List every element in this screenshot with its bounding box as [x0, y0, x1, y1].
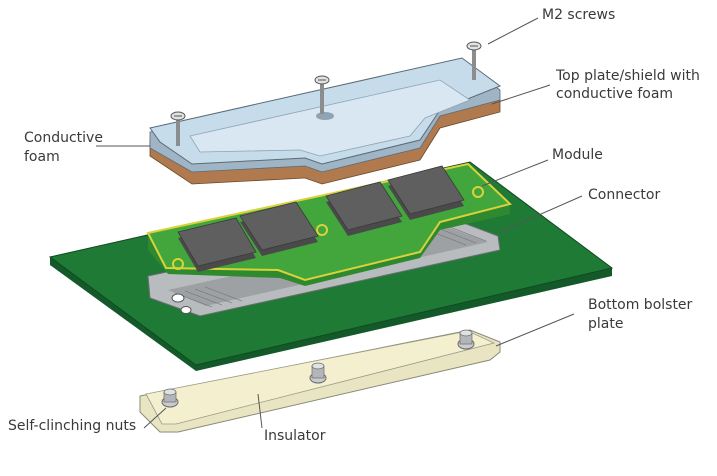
- memory-chip: [325, 181, 403, 236]
- self-clinching-nut: [161, 388, 179, 408]
- leader-lines: [96, 17, 583, 429]
- self-clinching-nut: [457, 329, 475, 350]
- label-module: Module: [552, 147, 603, 163]
- m2-screw: [170, 111, 186, 146]
- memory-chip: [239, 201, 319, 256]
- bottom-bolster-plate: [139, 329, 501, 433]
- label-m2-screws: M2 screws: [542, 7, 616, 23]
- m2-screw: [314, 75, 330, 114]
- memory-chip: [177, 217, 257, 272]
- label-insulator: Insulator: [264, 428, 326, 444]
- label-conductive-foam-line2: foam: [24, 149, 60, 165]
- label-bottom-bolster-line2: plate: [588, 316, 624, 332]
- memory-chip: [387, 165, 465, 220]
- top-plate-shield: [149, 57, 502, 185]
- module: [146, 162, 512, 286]
- label-self-clinching-nuts: Self-clinching nuts: [8, 418, 137, 434]
- label-top-plate-line2: conductive foam: [556, 86, 674, 102]
- label-bottom-bolster-line1: Bottom bolster: [588, 297, 693, 313]
- label-connector: Connector: [588, 187, 661, 203]
- self-clinching-nut: [309, 362, 327, 384]
- label-conductive-foam-line1: Conductive: [24, 130, 103, 146]
- m2-screw: [466, 41, 482, 80]
- label-top-plate-line1: Top plate/shield with: [556, 68, 700, 84]
